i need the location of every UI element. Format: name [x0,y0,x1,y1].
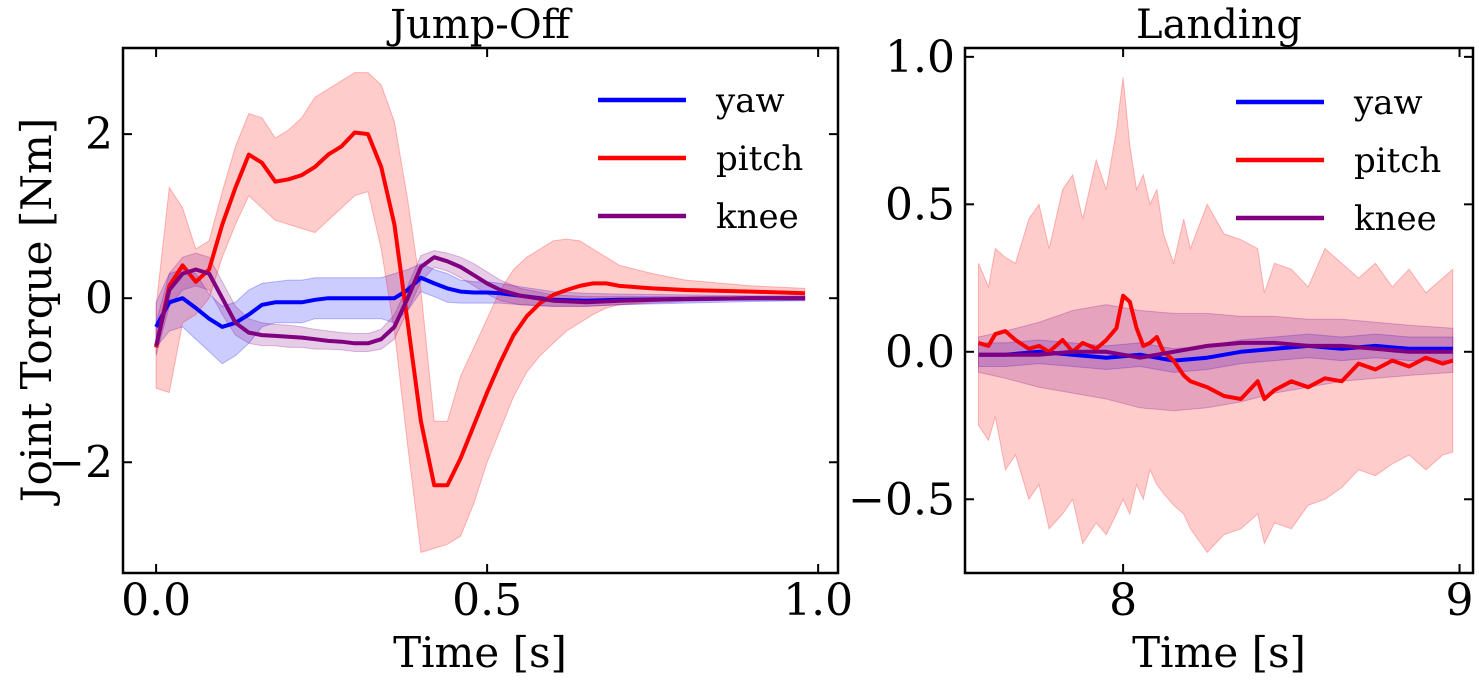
plot-frame [121,46,840,575]
legend-label-yaw: yaw [715,81,785,121]
legend: yaw pitch knee [598,81,803,237]
line-layer [154,130,805,488]
plot-frame [963,46,1475,575]
legend-label-knee: knee [716,197,799,237]
band-yaw [155,263,806,365]
chart-title: Jump-Off [386,2,573,48]
legend-label-knee: knee [1354,199,1437,239]
x-tick-label: 1.0 [783,575,853,626]
legend-label-pitch: pitch [1354,141,1441,181]
x-tick-label: 0.5 [452,575,522,626]
x-axis-label: Time [s] [1132,628,1306,677]
y-tick-label: −2 [48,437,113,488]
y-tick-label: 0.0 [885,327,955,378]
y-tick-label: 1.0 [885,32,955,83]
y-tick-label: 0 [85,273,113,324]
series-line-knee [154,255,805,347]
tick-layer: 8 9 −0.5 0.0 0.5 1.0 [848,32,1473,626]
legend: yaw pitch knee [1236,83,1441,239]
tick-layer: 0.0 0.5 1.0 −2 0 2 [48,48,853,626]
series-line-pitch [154,130,805,488]
band-pitch [978,77,1454,554]
band-layer [978,77,1454,554]
panel-jump-off: Jump-Off Joint Torque [Nm] Time [s] 0.0 0… [12,2,853,677]
chart-title: Landing [1136,2,1302,48]
legend-label-pitch: pitch [716,139,803,179]
series-line-knee [978,340,1453,360]
x-axis-label: Time [s] [393,628,567,677]
y-axis-label: Joint Torque [Nm] [12,118,61,506]
legend-label-yaw: yaw [1353,83,1423,123]
y-tick-label: −0.5 [848,474,955,525]
x-tick-label: 8 [1109,575,1137,626]
line-layer [977,293,1454,401]
panel-landing: Landing Time [s] 8 9 −0.5 0.0 0.5 1.0 yaw pitc… [848,2,1475,677]
y-tick-label: 0.5 [885,179,955,230]
x-tick-label: 9 [1446,575,1474,626]
x-tick-label: 0.0 [121,575,191,626]
y-tick-label: 2 [85,109,113,160]
